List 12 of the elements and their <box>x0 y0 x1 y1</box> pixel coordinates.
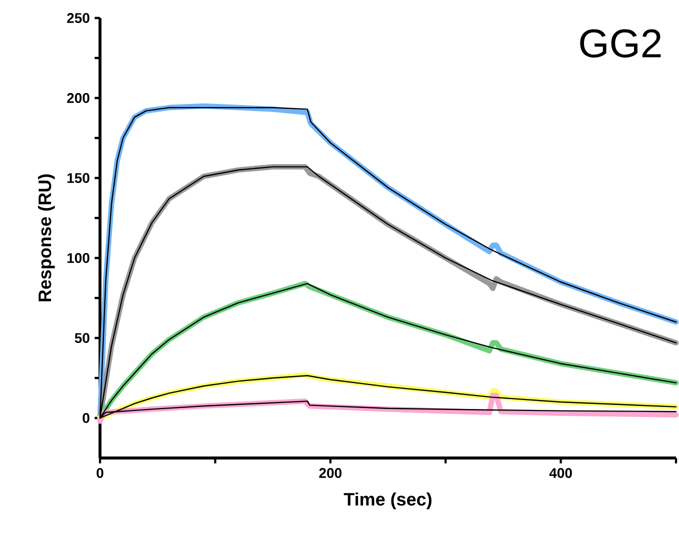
y-tick-label: 50 <box>74 333 90 343</box>
y-tick-label: 250 <box>67 13 90 23</box>
chart-title: GG2 <box>580 29 661 58</box>
y-tick-label: 150 <box>67 173 90 183</box>
x-tick-label: 200 <box>319 468 342 478</box>
x-tick-label: 0 <box>96 468 104 478</box>
x-axis-title: Time (sec) <box>344 492 432 510</box>
y-tick-label: 200 <box>67 93 90 103</box>
y-tick-label: 100 <box>67 253 90 263</box>
y-axis-title: Response (RU) <box>38 174 55 302</box>
x-tick-label: 400 <box>549 468 572 478</box>
y-tick-label: 0 <box>82 413 90 423</box>
